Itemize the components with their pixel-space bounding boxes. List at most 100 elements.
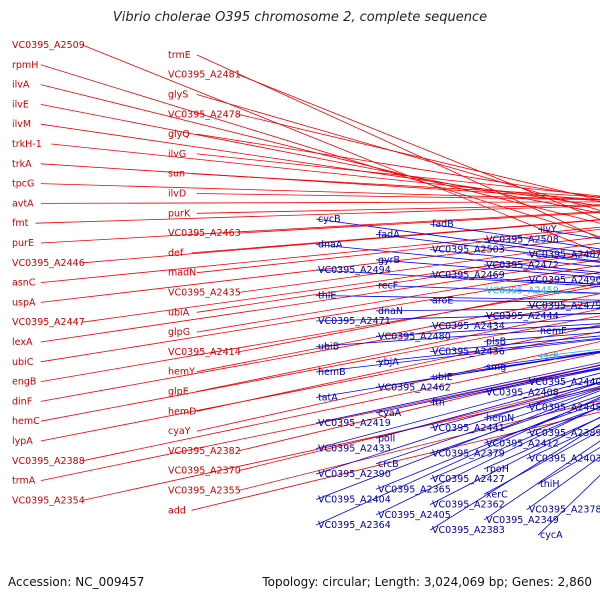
leader-line-forward <box>196 251 600 313</box>
leader-line-forward <box>191 219 600 254</box>
gene-label-left: lypA <box>12 436 33 447</box>
leader-line-reverse <box>315 244 600 273</box>
leader-line-forward <box>40 64 600 238</box>
leader-line-forward <box>82 219 600 264</box>
gene-label-right: VC0395_A2364 <box>318 520 391 531</box>
genes-value: 2,860 <box>557 575 592 589</box>
gene-label-left: purK <box>168 208 191 219</box>
leader-line-forward <box>238 74 600 220</box>
gene-label-left: lexA <box>12 337 33 348</box>
leader-line-reverse <box>315 390 600 500</box>
gene-label-left: avtA <box>12 198 34 209</box>
leader-line-reverse <box>429 223 600 250</box>
gene-label-right: VC0395_A2434 <box>432 321 505 332</box>
leader-line-forward <box>238 364 600 452</box>
leader-line-forward <box>35 205 600 224</box>
gene-label-left: ilvM <box>12 119 31 130</box>
accession-label: Accession: <box>8 575 72 589</box>
gene-label-left: VC0395_A2435 <box>168 288 241 299</box>
leader-line-forward <box>40 272 600 363</box>
gene-label-left: madN <box>168 268 196 279</box>
gene-label-left: trmE <box>168 50 191 61</box>
leader-line-forward <box>196 204 600 214</box>
gene-label-right: hemF <box>540 326 567 337</box>
sequence-summary: Topology: circular; Length: 3,024,069 bp… <box>262 575 592 589</box>
leader-line-forward <box>40 285 600 382</box>
leader-line-reverse <box>315 295 600 301</box>
leader-line-forward <box>40 300 600 402</box>
leader-line-reverse <box>537 348 600 358</box>
gene-label-right: VC0395_A2480 <box>378 331 451 342</box>
leader-line-forward <box>40 104 600 214</box>
leader-line-reverse <box>375 337 600 363</box>
gene-label-left: VC0395_A2354 <box>12 495 85 506</box>
leader-line-reverse <box>429 416 600 505</box>
gene-label-left: asnC <box>12 278 36 289</box>
leader-line-reverse <box>429 367 600 403</box>
leader-line-forward <box>238 400 600 491</box>
gene-labels: VC0395_A2509 trmE rpmH VC0395_A2481 ilvA glyS… <box>12 40 600 541</box>
accession-info: Accession: NC_009457 <box>8 575 144 589</box>
gene-label-left: trkA <box>12 159 32 170</box>
gene-label-right: tatA <box>318 393 338 404</box>
length-label: Length: <box>374 575 421 589</box>
leader-line-forward <box>40 84 600 224</box>
gene-label-left: sun <box>168 169 185 180</box>
leader-line-forward <box>40 163 600 200</box>
leader-line-reverse <box>375 259 600 278</box>
leader-line-reverse <box>429 318 600 327</box>
gene-label-right: ubiB <box>318 342 339 353</box>
leader-line-forward <box>40 211 600 244</box>
leader-line-forward <box>196 94 600 211</box>
leader-line-reverse <box>483 402 600 444</box>
leader-line-reverse <box>375 233 600 262</box>
leader-line-forward <box>196 293 600 373</box>
leader-line-reverse <box>537 447 600 485</box>
gene-label-left: tpcG <box>12 179 34 190</box>
gene-label-right: hemN <box>486 413 514 424</box>
leader-line-forward <box>238 113 600 201</box>
gene-label-right: polI <box>378 433 395 444</box>
gene-label-left: hemD <box>168 406 196 417</box>
gene-label-left: rpmH <box>12 60 38 71</box>
gene-label-right: hemB <box>318 367 346 378</box>
gene-label-left: ilvE <box>12 99 29 110</box>
gene-label-right: VC0395_A2383 <box>432 525 505 536</box>
gene-label-right: VC0395_A2427 <box>432 474 505 485</box>
gene-label-right: VC0395_A2378 <box>529 505 600 516</box>
leader-line-reverse <box>315 338 600 373</box>
leader-line-forward <box>82 352 600 462</box>
leader-line-reverse <box>537 474 600 536</box>
gene-label-right: VC0395_A2419 <box>318 418 391 429</box>
gene-label-right: VC0395_A2365 <box>378 484 451 495</box>
leader-line-reverse <box>526 456 600 511</box>
gene-label-right: VC0395_A2408 <box>486 387 559 398</box>
gene-label-right: VC0395_A2469 <box>432 270 505 281</box>
leader-line-reverse <box>375 323 600 337</box>
leader-line-forward <box>196 264 600 333</box>
gene-label-right: VC0395_A2444 <box>486 311 559 322</box>
gene-label-right: VC0395_A2389 <box>529 428 600 439</box>
gene-label-left: ilvG <box>168 149 186 160</box>
gene-label-right: aroE <box>432 296 453 307</box>
gene-label-right: VC0395_A2433 <box>318 444 391 455</box>
leader-line-forward <box>82 387 600 501</box>
leader-line-forward <box>51 143 600 202</box>
leader-line-reverse <box>315 313 600 322</box>
gene-label-right: VC0395_A2440 <box>529 377 600 388</box>
leader-line-reverse <box>429 274 600 286</box>
gene-label-right: VC0395_A2462 <box>378 382 451 393</box>
leader-line-reverse <box>375 406 600 516</box>
gene-label-right: VC0395_A2362 <box>432 500 505 511</box>
leader-line-reverse <box>315 326 600 347</box>
leader-line-forward <box>196 54 600 239</box>
gene-label-right: VC0395_A2390 <box>318 469 391 480</box>
gene-label-right: gyrB <box>378 255 400 266</box>
gene-label-right: VC0395_A2404 <box>318 495 391 506</box>
gene-label-right: VC0395_A2508 <box>486 234 559 245</box>
gene-label-left: def <box>168 248 184 259</box>
gene-label-right: VC0395_A2379 <box>432 449 505 460</box>
leader-line-forward <box>196 228 600 274</box>
gene-label-right: ftn <box>432 398 445 409</box>
